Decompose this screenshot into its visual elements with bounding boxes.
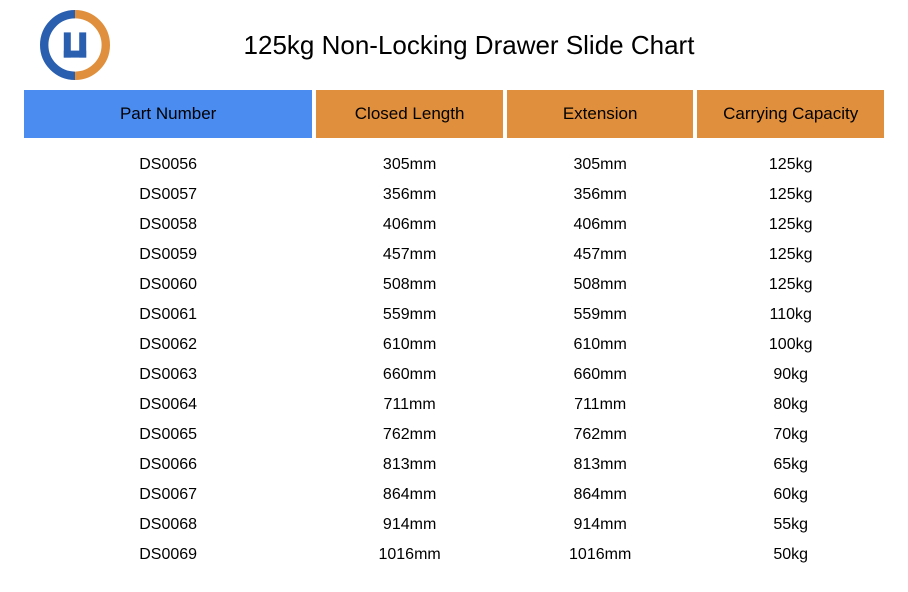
table-cell: 457mm: [507, 240, 694, 270]
table-cell: 125kg: [697, 138, 884, 180]
table-cell: 65kg: [697, 450, 884, 480]
table-cell: 559mm: [507, 300, 694, 330]
table-row: DS00691016mm1016mm50kg: [24, 540, 884, 570]
col-carrying-capacity: Carrying Capacity: [697, 90, 884, 138]
table-cell: DS0067: [24, 480, 312, 510]
table-header-row: Part Number Closed Length Extension Carr…: [24, 90, 884, 138]
table-cell: 660mm: [316, 360, 503, 390]
page-title: 125kg Non-Locking Drawer Slide Chart: [110, 30, 888, 61]
table-cell: 610mm: [507, 330, 694, 360]
table-cell: DS0068: [24, 510, 312, 540]
table-cell: 1016mm: [316, 540, 503, 570]
table-cell: 125kg: [697, 240, 884, 270]
table-cell: DS0069: [24, 540, 312, 570]
table-cell: DS0066: [24, 450, 312, 480]
table-cell: 356mm: [316, 180, 503, 210]
table-cell: DS0062: [24, 330, 312, 360]
spec-table: Part Number Closed Length Extension Carr…: [20, 90, 888, 570]
table-cell: DS0061: [24, 300, 312, 330]
table-cell: 50kg: [697, 540, 884, 570]
table-cell: 914mm: [507, 510, 694, 540]
table-cell: 80kg: [697, 390, 884, 420]
table-cell: 100kg: [697, 330, 884, 360]
table-cell: 406mm: [316, 210, 503, 240]
table-cell: 813mm: [507, 450, 694, 480]
table-cell: DS0065: [24, 420, 312, 450]
table-cell: 559mm: [316, 300, 503, 330]
table-cell: 508mm: [316, 270, 503, 300]
header: 125kg Non-Locking Drawer Slide Chart: [0, 0, 908, 90]
table-cell: 813mm: [316, 450, 503, 480]
table-row: DS0063660mm660mm90kg: [24, 360, 884, 390]
table-cell: 125kg: [697, 180, 884, 210]
table-row: DS0066813mm813mm65kg: [24, 450, 884, 480]
table-cell: 762mm: [316, 420, 503, 450]
table-row: DS0056305mm305mm125kg: [24, 138, 884, 180]
table-row: DS0062610mm610mm100kg: [24, 330, 884, 360]
table-cell: DS0058: [24, 210, 312, 240]
table-cell: DS0059: [24, 240, 312, 270]
table-row: DS0060508mm508mm125kg: [24, 270, 884, 300]
table-cell: 660mm: [507, 360, 694, 390]
table-cell: 457mm: [316, 240, 503, 270]
table-cell: DS0063: [24, 360, 312, 390]
table-cell: 60kg: [697, 480, 884, 510]
table-cell: 508mm: [507, 270, 694, 300]
table-cell: 125kg: [697, 210, 884, 240]
col-closed-length: Closed Length: [316, 90, 503, 138]
col-part-number: Part Number: [24, 90, 312, 138]
table-cell: 356mm: [507, 180, 694, 210]
table-cell: DS0057: [24, 180, 312, 210]
table-cell: DS0064: [24, 390, 312, 420]
table-cell: 406mm: [507, 210, 694, 240]
table-cell: DS0056: [24, 138, 312, 180]
table-row: DS0067864mm864mm60kg: [24, 480, 884, 510]
table-cell: 711mm: [507, 390, 694, 420]
table-cell: 711mm: [316, 390, 503, 420]
table-cell: 610mm: [316, 330, 503, 360]
table-row: DS0065762mm762mm70kg: [24, 420, 884, 450]
company-logo-icon: [40, 10, 110, 80]
table-cell: 305mm: [507, 138, 694, 180]
table-cell: 90kg: [697, 360, 884, 390]
table-cell: 762mm: [507, 420, 694, 450]
table-row: DS0068914mm914mm55kg: [24, 510, 884, 540]
col-extension: Extension: [507, 90, 694, 138]
table-cell: 125kg: [697, 270, 884, 300]
table-row: DS0058406mm406mm125kg: [24, 210, 884, 240]
table-cell: 110kg: [697, 300, 884, 330]
table-cell: 914mm: [316, 510, 503, 540]
spec-table-container: Part Number Closed Length Extension Carr…: [0, 90, 908, 570]
table-cell: 70kg: [697, 420, 884, 450]
table-cell: 55kg: [697, 510, 884, 540]
table-cell: 864mm: [507, 480, 694, 510]
table-cell: DS0060: [24, 270, 312, 300]
table-row: DS0057356mm356mm125kg: [24, 180, 884, 210]
table-row: DS0061559mm559mm110kg: [24, 300, 884, 330]
table-cell: 1016mm: [507, 540, 694, 570]
table-cell: 305mm: [316, 138, 503, 180]
table-cell: 864mm: [316, 480, 503, 510]
table-row: DS0064711mm711mm80kg: [24, 390, 884, 420]
table-row: DS0059457mm457mm125kg: [24, 240, 884, 270]
